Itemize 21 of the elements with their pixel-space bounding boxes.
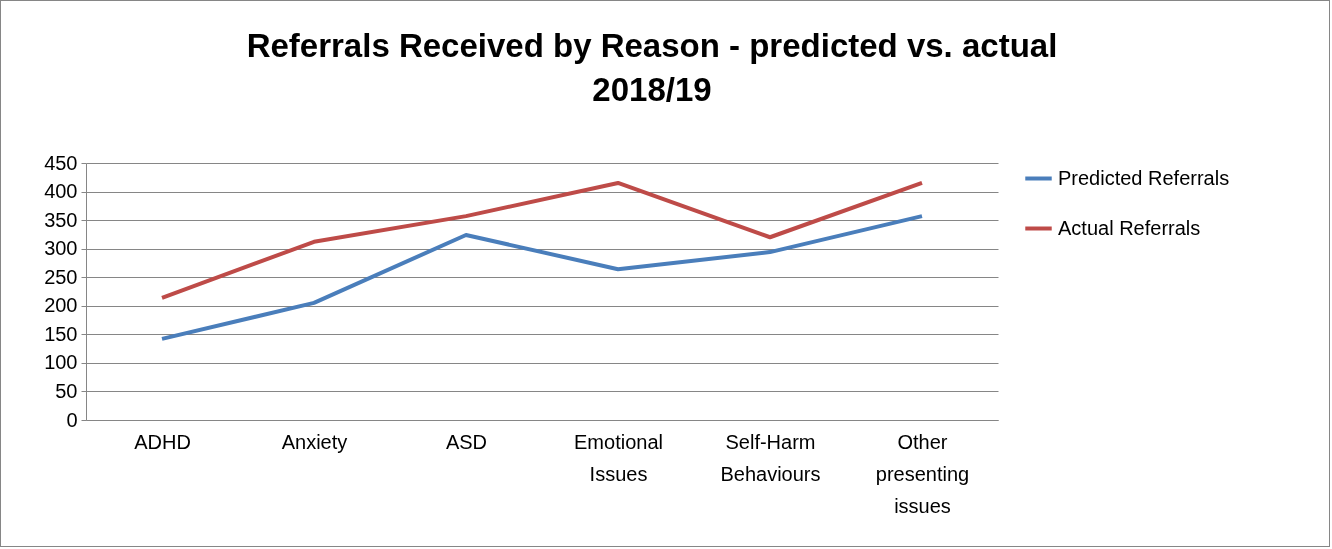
y-tick-label: 400 (44, 180, 78, 203)
line-series (160, 214, 924, 341)
legend-label: Predicted Referrals (1058, 166, 1230, 189)
chart-title: Referrals Received by Reason - predicted vs. actual 2018/19 (246, 27, 1058, 108)
x-tick-label: Self-Harm Behaviours (720, 430, 821, 485)
y-tick-label: 250 (44, 265, 78, 288)
x-tick-label: ADHD (134, 430, 191, 453)
legend-label: Actual Referrals (1058, 216, 1201, 239)
y-tick-label: 300 (44, 237, 78, 260)
x-tick-label: ASD (445, 430, 488, 453)
y-tick-label: 0 (66, 408, 78, 431)
y-tick-label: 50 (55, 379, 78, 402)
y-tick-label: 450 (44, 151, 78, 174)
y-tick-label: 350 (44, 208, 78, 231)
x-tick-label: Other presenting issues (875, 430, 970, 517)
y-tick-label: 150 (44, 322, 78, 345)
x-tick-label: Emotional Issues (574, 430, 663, 485)
y-tick-label: 200 (44, 294, 78, 317)
x-tick-label: Anxiety (281, 430, 348, 453)
line-series (160, 180, 924, 300)
y-tick-label: 100 (44, 351, 78, 374)
